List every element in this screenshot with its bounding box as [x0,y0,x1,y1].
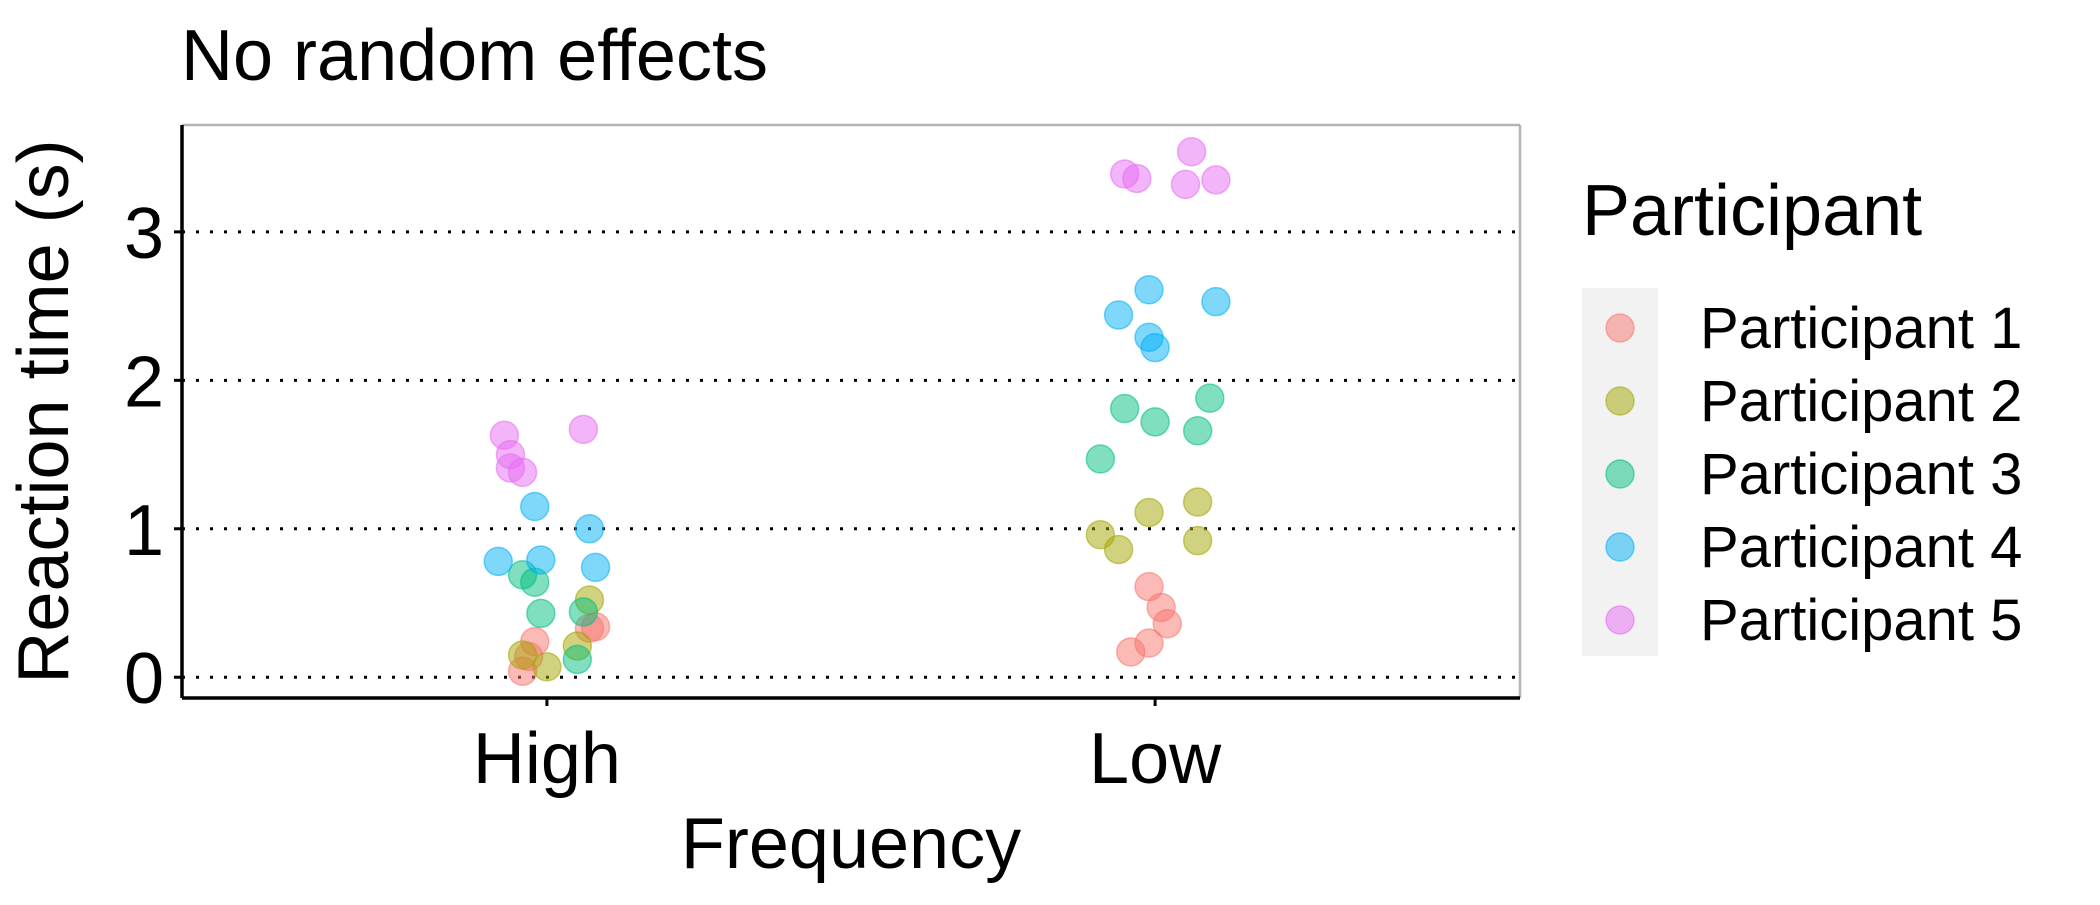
data-point-participant-3 [562,644,593,675]
data-point-participant-3 [568,597,599,627]
data-point-participant-2 [507,640,538,670]
data-point-participant-4 [483,546,514,577]
chart-title: No random effects [181,16,768,96]
data-point-participant-4 [526,545,556,575]
legend-key-participant-5 [1605,605,1635,635]
data-point-participant-3 [1085,444,1116,474]
data-point-participant-4 [580,552,611,583]
data-point-participant-4 [1134,275,1164,305]
legend-key-participant-2 [1605,386,1635,416]
data-point-participant-3 [1109,393,1140,424]
data-point-participant-5 [507,457,538,488]
plot-panel [182,125,1520,698]
legend-title: Participant [1582,171,1922,251]
data-point-participant-5 [1122,163,1152,194]
x-axis-title: Frequency [681,804,1021,884]
data-point-participant-5 [1170,169,1201,200]
x-tick-label-high: High [473,719,621,799]
data-point-participant-4 [1140,332,1170,363]
data-point-participant-3 [1195,383,1225,413]
legend-label-participant-3: Participant 3 [1700,442,2022,507]
data-point-participant-2 [1134,497,1164,528]
data-point-participant-2 [1103,534,1134,565]
axes-layer: 0 1 2 3 High Low [124,123,1522,799]
y-tick-label: 2 [124,342,164,422]
data-point-participant-1 [1134,571,1164,602]
data-point-participant-5 [1201,165,1231,195]
data-point-participant-1 [1134,628,1164,658]
data-point-participant-4 [519,491,550,522]
data-point-participant-5 [1176,136,1207,167]
data-point-participant-4 [1103,300,1134,330]
y-tick-label: 0 [124,639,164,719]
data-point-participant-3 [1140,407,1170,437]
data-point-participant-4 [574,514,605,544]
data-point-participant-2 [532,652,562,682]
y-axis-title: Reaction time (s) [4,139,84,683]
legend-label-participant-2: Participant 2 [1700,369,2022,434]
data-point-participant-2 [1182,525,1213,556]
plot-background-layer [182,125,1520,698]
legend-key-participant-3 [1605,459,1635,489]
y-tick-label: 1 [124,491,164,571]
x-tick-label-low: Low [1089,719,1222,799]
data-point-participant-2 [1182,487,1213,517]
legend-items: Participant 1 Participant 2 Participant 3 P… [1605,296,2022,653]
legend-label-participant-5: Participant 5 [1700,588,2022,653]
data-point-participant-3 [1182,416,1213,446]
legend-key-participant-1 [1605,313,1635,343]
data-point-participant-3 [526,598,556,629]
data-point-participant-5 [568,414,599,445]
legend-key-participant-4 [1605,532,1635,562]
legend-label-participant-4: Participant 4 [1700,515,2022,580]
y-tick-label: 3 [124,194,164,274]
data-point-participant-4 [1201,286,1231,317]
legend-label-participant-1: Participant 1 [1700,296,2022,361]
points-layer [483,136,1231,687]
